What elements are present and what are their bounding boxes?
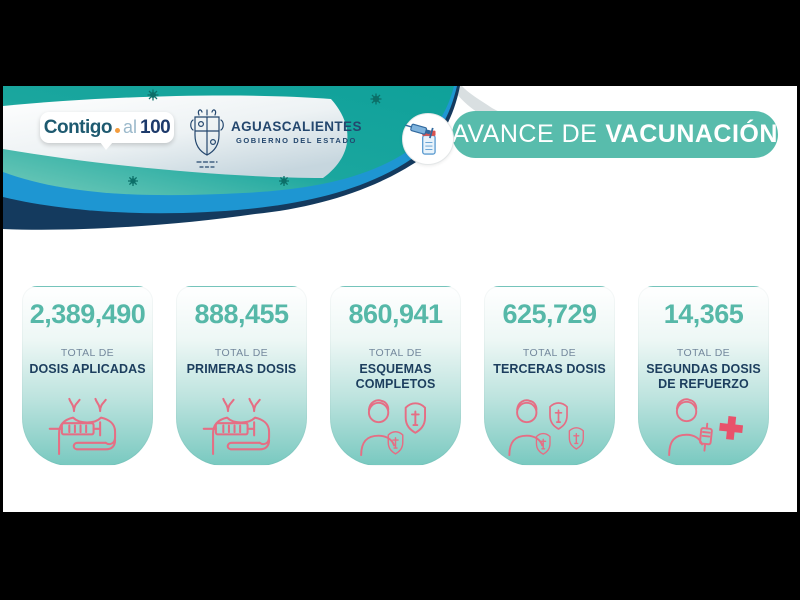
vaccine-badge bbox=[402, 113, 454, 165]
stat-label-top: TOTAL DE bbox=[368, 347, 423, 359]
arm-syringe-icon bbox=[48, 397, 116, 456]
stat-value: 2,389,490 bbox=[29, 299, 146, 329]
syringe-vial-icon bbox=[405, 123, 436, 155]
title-prefix: AVANCE DE bbox=[452, 120, 598, 148]
aguascalientes-crest-icon bbox=[190, 109, 224, 168]
stat-value: 888,455 bbox=[194, 299, 289, 329]
logo-text-al: al bbox=[123, 117, 138, 137]
arm-syringe-icon bbox=[202, 397, 270, 456]
gov-subtitle: GOBIERNO DEL ESTADO bbox=[235, 136, 357, 145]
stat-label: ESQUEMAS bbox=[359, 362, 432, 376]
stat-card-primeras-dosis: 888,455 TOTAL DE PRIMERAS DOSIS bbox=[176, 286, 307, 466]
stat-label2: DE REFUERZO bbox=[658, 377, 749, 391]
title-emphasis: VACUNACIÓN bbox=[605, 120, 778, 148]
stat-label: PRIMERAS DOSIS bbox=[186, 362, 297, 376]
stat-card-segundas-dosis-refuerzo: 14,365 TOTAL DE SEGUNDAS DOSIS DE REFUER… bbox=[638, 286, 769, 466]
stat-card-dosis-aplicadas: 2,389,490 TOTAL DE DOSIS APLICADAS bbox=[22, 286, 153, 466]
stat-value: 860,941 bbox=[348, 299, 443, 329]
logo-text-contigo: Contigo bbox=[43, 116, 113, 138]
stat-card-esquemas-completos: 860,941 TOTAL DE ESQUEMAS COMPLETOS bbox=[330, 286, 461, 466]
stat-label2: COMPLETOS bbox=[355, 377, 436, 391]
logo-bubble-tail bbox=[100, 142, 113, 150]
stat-value: 625,729 bbox=[502, 299, 597, 329]
stat-label-top: TOTAL DE bbox=[60, 347, 115, 359]
stat-label: TERCERAS DOSIS bbox=[493, 362, 606, 376]
stat-label-top: TOTAL DE bbox=[522, 347, 577, 359]
person-shields-2-icon bbox=[359, 399, 426, 457]
gov-name: AGUASCALIENTES bbox=[231, 119, 362, 134]
red-cross bbox=[718, 416, 743, 440]
stat-label-top: TOTAL DE bbox=[676, 347, 731, 359]
person-shields-3-icon bbox=[507, 399, 584, 457]
gov-wordmark: AGUASCALIENTES GOBIERNO DEL ESTADO bbox=[231, 119, 362, 145]
stat-label: DOSIS APLICADAS bbox=[29, 362, 146, 376]
title-pill: AVANCE DE VACUNACIÓN bbox=[452, 111, 778, 158]
logo-orange-dot-icon bbox=[115, 127, 121, 133]
stat-value: 14,365 bbox=[663, 299, 744, 329]
virus-particles bbox=[128, 89, 382, 186]
logo-text-100: 100 bbox=[140, 116, 171, 138]
stat-label-top: TOTAL DE bbox=[214, 347, 269, 359]
slide: Contigo al 100 AGUASCALIENTES GOBIERNO D… bbox=[3, 86, 797, 512]
stat-label: SEGUNDAS DOSIS bbox=[646, 362, 761, 376]
contigo-logo: Contigo al 100 bbox=[40, 112, 174, 150]
stat-cards-row: 2,389,490 TOTAL DE DOSIS APLICADAS bbox=[22, 286, 769, 466]
stat-card-terceras-dosis: 625,729 TOTAL DE TERCERAS DOSIS bbox=[484, 286, 615, 466]
person-syringe-cross-icon bbox=[667, 398, 743, 457]
